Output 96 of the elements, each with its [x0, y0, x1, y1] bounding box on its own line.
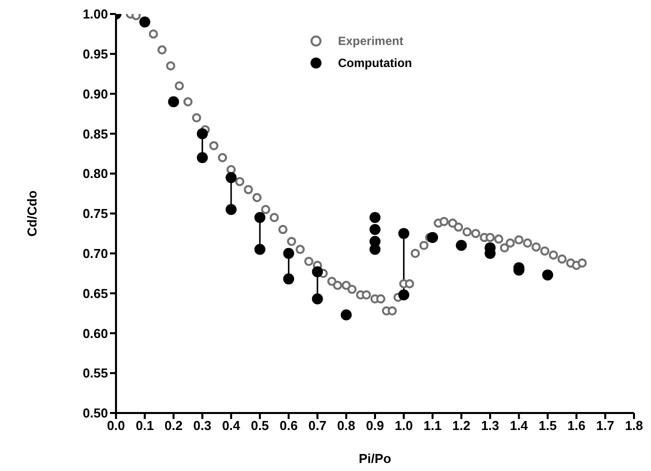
y-tick-label: 0.75	[82, 206, 108, 222]
point	[542, 269, 554, 280]
y-tick-label: 0.50	[82, 406, 108, 421]
x-tick-label: 1.7	[596, 418, 614, 434]
point	[244, 184, 253, 194]
x-tick-label: 0.1	[136, 418, 154, 434]
point	[370, 212, 380, 223]
point	[398, 289, 410, 300]
point	[209, 141, 218, 150]
point	[196, 152, 208, 164]
x-tick-label: 0.8	[337, 418, 356, 434]
point	[270, 212, 279, 222]
x-tick-label: 0.5	[250, 418, 269, 434]
x-tick-label: 1.5	[538, 418, 557, 434]
point	[304, 256, 314, 266]
point	[312, 266, 323, 278]
point	[252, 192, 262, 202]
y-tick-label: 0.95	[82, 46, 108, 62]
x-tick-label: 0.3	[193, 418, 212, 434]
x-tick-label: 1.6	[567, 418, 586, 434]
point	[183, 97, 193, 106]
point	[376, 294, 386, 304]
y-tick-label: 0.80	[82, 166, 108, 182]
point	[500, 243, 510, 252]
x-tick-label: 1.3	[481, 418, 500, 434]
point	[261, 204, 270, 214]
point	[532, 242, 541, 252]
point	[548, 250, 558, 260]
point	[168, 96, 180, 108]
x-tick-label: 1.2	[452, 418, 470, 434]
point	[506, 238, 515, 248]
point	[192, 113, 202, 122]
point	[578, 258, 587, 268]
point	[174, 81, 184, 90]
y-tick-label: 0.55	[82, 366, 108, 381]
point	[218, 153, 228, 162]
point	[283, 248, 294, 259]
y-tick-label: 0.70	[82, 246, 108, 262]
point	[388, 306, 397, 316]
point	[398, 228, 410, 239]
point	[139, 16, 150, 28]
y-tick-label: 0.60	[82, 326, 108, 341]
point	[514, 235, 524, 244]
point	[254, 212, 266, 223]
point	[522, 238, 532, 248]
point	[427, 232, 438, 243]
point	[404, 279, 414, 288]
point	[454, 222, 464, 232]
point	[557, 254, 567, 264]
point	[486, 232, 495, 242]
point	[278, 224, 288, 234]
point	[148, 29, 158, 39]
y-tick-label: 0.65	[82, 286, 108, 301]
point	[235, 176, 244, 186]
x-tick-label: 0.4	[222, 418, 241, 434]
y-tick-label: 1.00	[82, 6, 108, 22]
point	[419, 240, 429, 250]
point	[312, 293, 323, 304]
point	[226, 204, 237, 216]
point	[296, 244, 305, 254]
x-tick-label: 1.0	[394, 418, 413, 434]
y-tick-label: 0.85	[82, 126, 108, 142]
point	[166, 61, 176, 70]
point	[540, 246, 550, 256]
legend-label: Computation	[338, 56, 412, 70]
legend-label: Experiment	[338, 34, 404, 48]
point	[362, 290, 371, 300]
x-axis-title: Pi/Po	[358, 451, 392, 466]
x-tick-label: 0.7	[308, 418, 326, 434]
point	[439, 216, 449, 226]
point	[471, 228, 480, 238]
y-axis-title: Cd/Cdo	[24, 190, 40, 237]
point	[196, 128, 208, 140]
point	[462, 227, 472, 236]
x-tick-label: 1.4	[510, 418, 529, 434]
x-tick-label: 0.2	[164, 418, 183, 434]
point	[286, 236, 296, 246]
x-tick-label: 1.8	[624, 418, 644, 434]
point	[456, 240, 467, 251]
point	[370, 244, 380, 255]
x-tick-label: 1.1	[424, 418, 442, 434]
point	[283, 273, 294, 284]
x-tick-label: 0.0	[106, 418, 126, 434]
point	[254, 244, 266, 255]
point	[410, 248, 420, 258]
x-tick-label: 0.9	[366, 418, 384, 434]
point	[347, 284, 357, 294]
point	[494, 234, 504, 244]
point	[157, 45, 167, 55]
point	[332, 280, 342, 290]
point	[226, 172, 237, 184]
point	[448, 218, 458, 228]
point	[370, 224, 380, 235]
x-tick-label: 0.6	[280, 418, 298, 434]
point	[340, 309, 352, 320]
y-tick-label: 0.90	[82, 86, 108, 102]
